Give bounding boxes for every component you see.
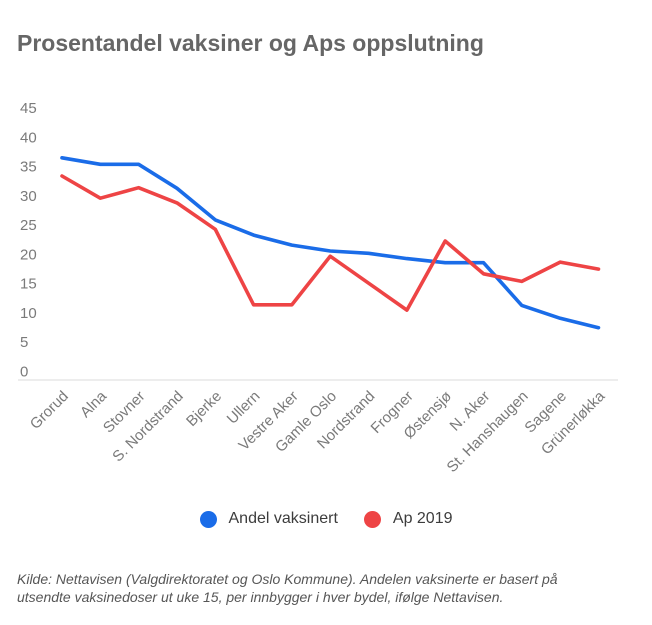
chart-legend: Andel vaksinert Ap 2019: [0, 510, 652, 528]
legend-item-ap-2019: Ap 2019: [363, 510, 453, 528]
y-tick-label: 20: [20, 246, 37, 263]
x-category-label: Alna: [77, 387, 111, 421]
x-category-label: Grorud: [27, 388, 72, 433]
legend-swatch-red-icon: [363, 510, 381, 528]
series-line-andel-vaksinert: [60, 155, 601, 330]
y-tick-label: 40: [20, 129, 37, 146]
legend-swatch-blue-icon: [199, 510, 217, 528]
series-line-ap-2019: [60, 174, 601, 312]
y-tick-label: 35: [20, 159, 37, 176]
y-tick-label: 30: [20, 188, 37, 205]
legend-item-andel-vaksinert: Andel vaksinert: [199, 510, 338, 528]
y-tick-label: 10: [20, 305, 37, 322]
source-caption-line2: utsendte vaksinedoser ut uke 15, per inn…: [17, 589, 504, 606]
page-title: Prosentandel vaksiner og Aps oppslutning: [17, 30, 484, 56]
y-tick-label: 0: [20, 364, 28, 381]
source-caption: Kilde: Nettavisen (Valgdirektoratet og O…: [17, 570, 635, 607]
x-category-label: Bjerke: [183, 388, 225, 430]
y-tick-label: 5: [20, 334, 28, 351]
y-tick-label: 15: [20, 276, 37, 293]
source-caption-line1: Kilde: Nettavisen (Valgdirektoratet og O…: [17, 571, 558, 587]
chart-area: 0 5 10 15 20 25 30 35 40 45 Grorud Alna Stovner S. No…: [0, 95, 652, 490]
legend-label: Ap 2019: [392, 510, 453, 527]
y-tick-label: 45: [20, 100, 37, 117]
legend-label: Andel vaksinert: [228, 510, 338, 527]
y-tick-label: 25: [20, 217, 37, 234]
